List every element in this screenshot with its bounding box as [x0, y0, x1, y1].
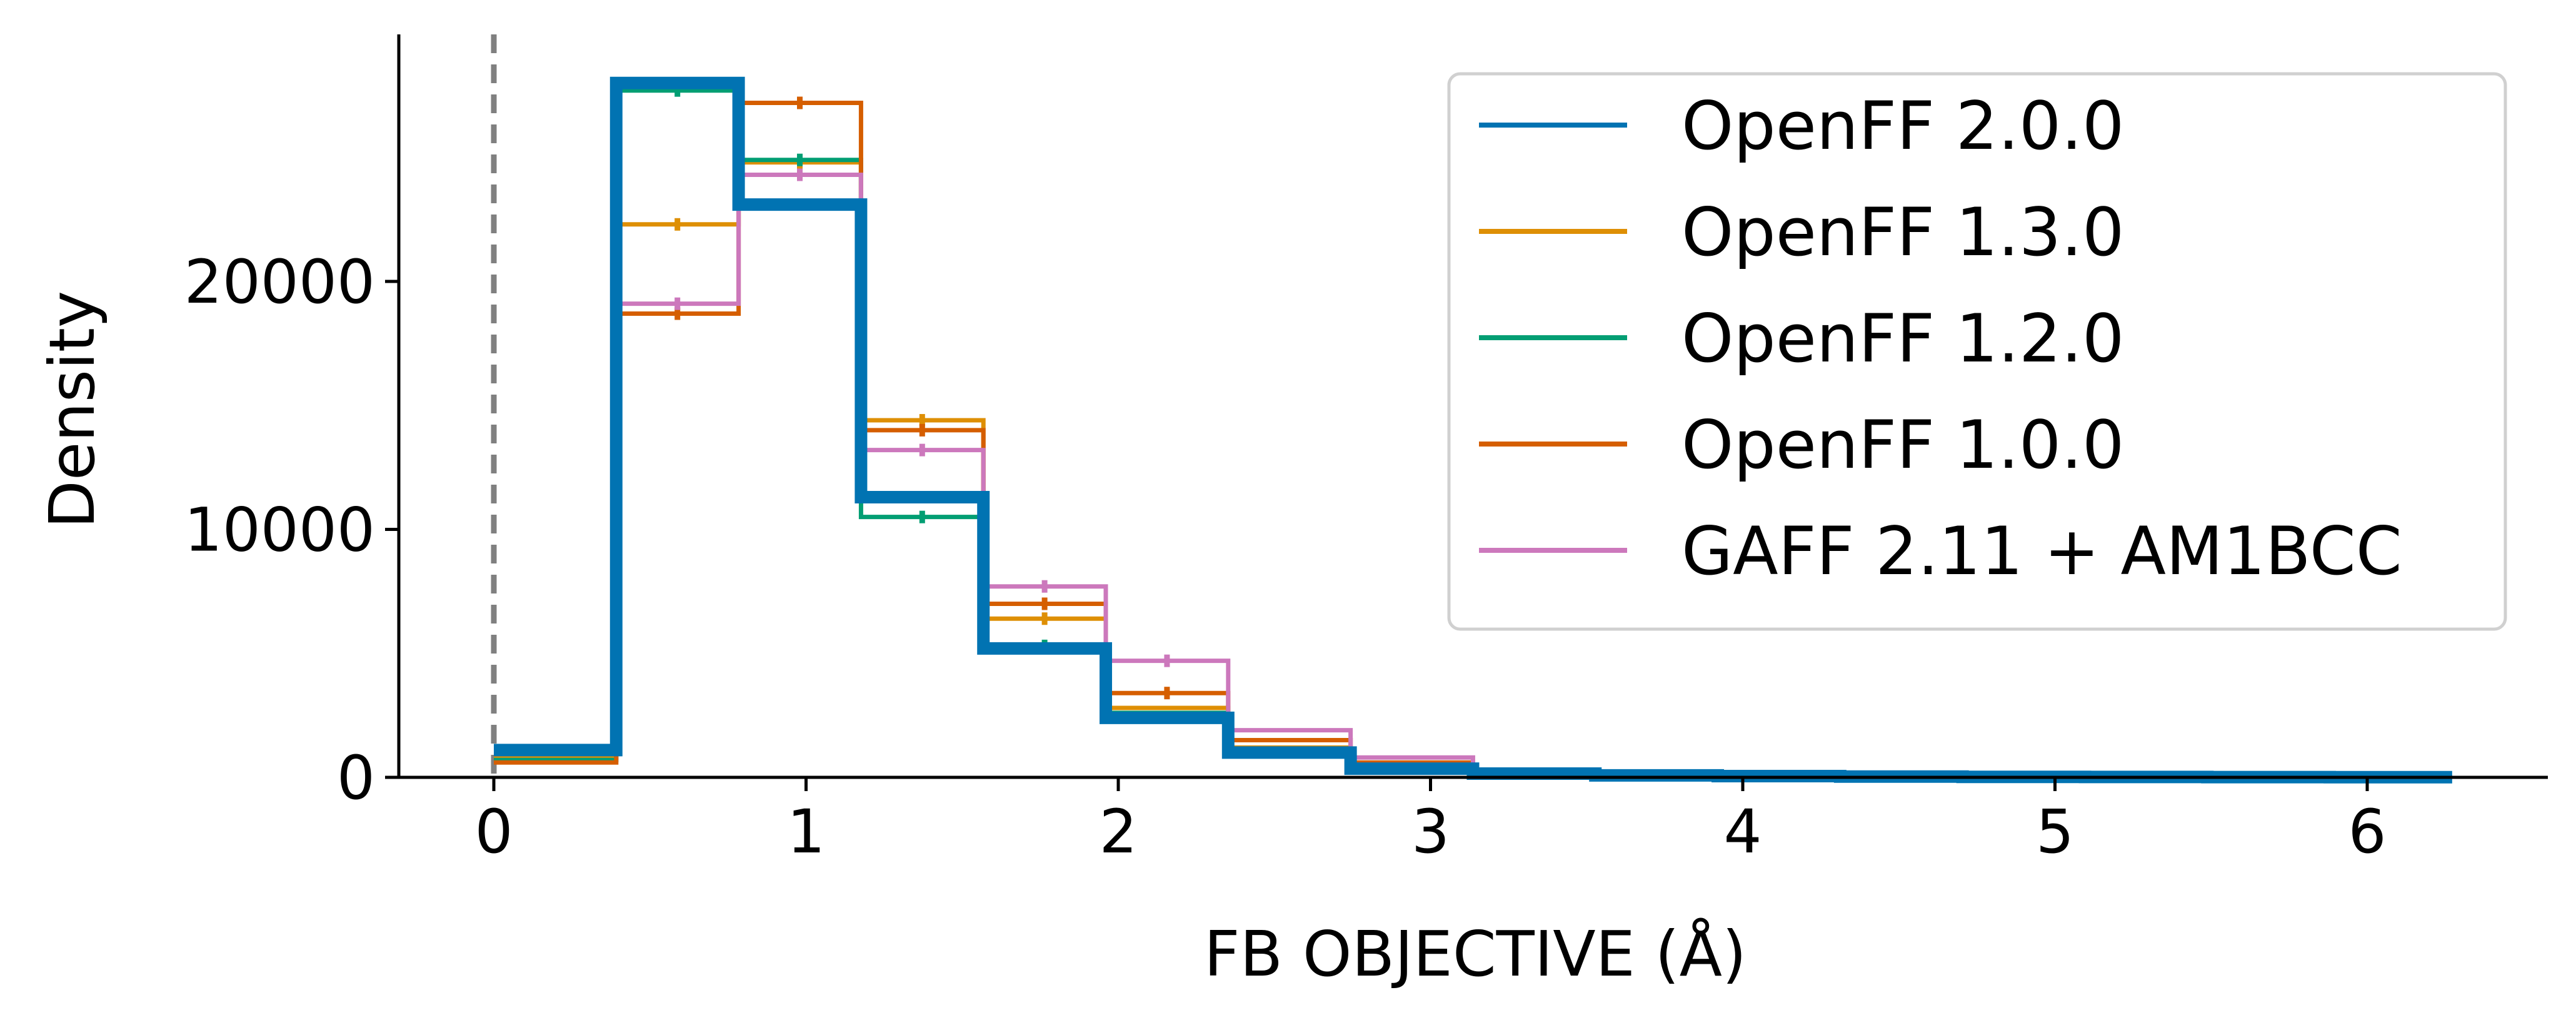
legend-label: OpenFF 1.3.0	[1681, 194, 2124, 271]
legend-item-openff-1-2-0: OpenFF 1.2.0	[1479, 300, 2124, 377]
legend-item-openff-1-0-0: OpenFF 1.0.0	[1479, 406, 2124, 483]
x-tick-label: 6	[2348, 797, 2386, 867]
y-tick-label: 10000	[184, 495, 375, 565]
legend-label: OpenFF 2.0.0	[1681, 88, 2124, 164]
x-tick-label: 2	[1099, 797, 1137, 867]
legend-item-openff-1-3-0: OpenFF 1.3.0	[1479, 194, 2124, 271]
legend-box	[1447, 72, 2507, 631]
y-tick-label: 20000	[184, 247, 375, 317]
x-axis-label: FB OBJECTIVE (Å)	[1204, 917, 1747, 991]
legend-label: GAFF 2.11 + AM1BCC	[1681, 513, 2402, 590]
axes-layer: 0 1 2 3 4 5 6 0 10000 20000	[184, 34, 2548, 867]
x-tick-label: 5	[2036, 797, 2074, 867]
x-tick-label: 4	[1723, 797, 1762, 867]
legend-label: OpenFF 1.2.0	[1681, 300, 2124, 377]
y-axis-label: Density	[36, 291, 109, 528]
legend-label: OpenFF 1.0.0	[1681, 406, 2124, 483]
legend-item-openff-2-0-0: OpenFF 2.0.0	[1479, 88, 2124, 164]
y-tick-label: 0	[337, 743, 375, 813]
x-tick-label: 3	[1411, 797, 1450, 867]
x-tick-label: 0	[474, 797, 513, 867]
x-tick-label: 1	[787, 797, 825, 867]
legend: OpenFF 2.0.0 OpenFF 1.3.0 OpenFF 1.2.0 Open…	[1447, 72, 2507, 631]
legend-item-gaff-2-11-am1bcc: GAFF 2.11 + AM1BCC	[1479, 513, 2402, 590]
